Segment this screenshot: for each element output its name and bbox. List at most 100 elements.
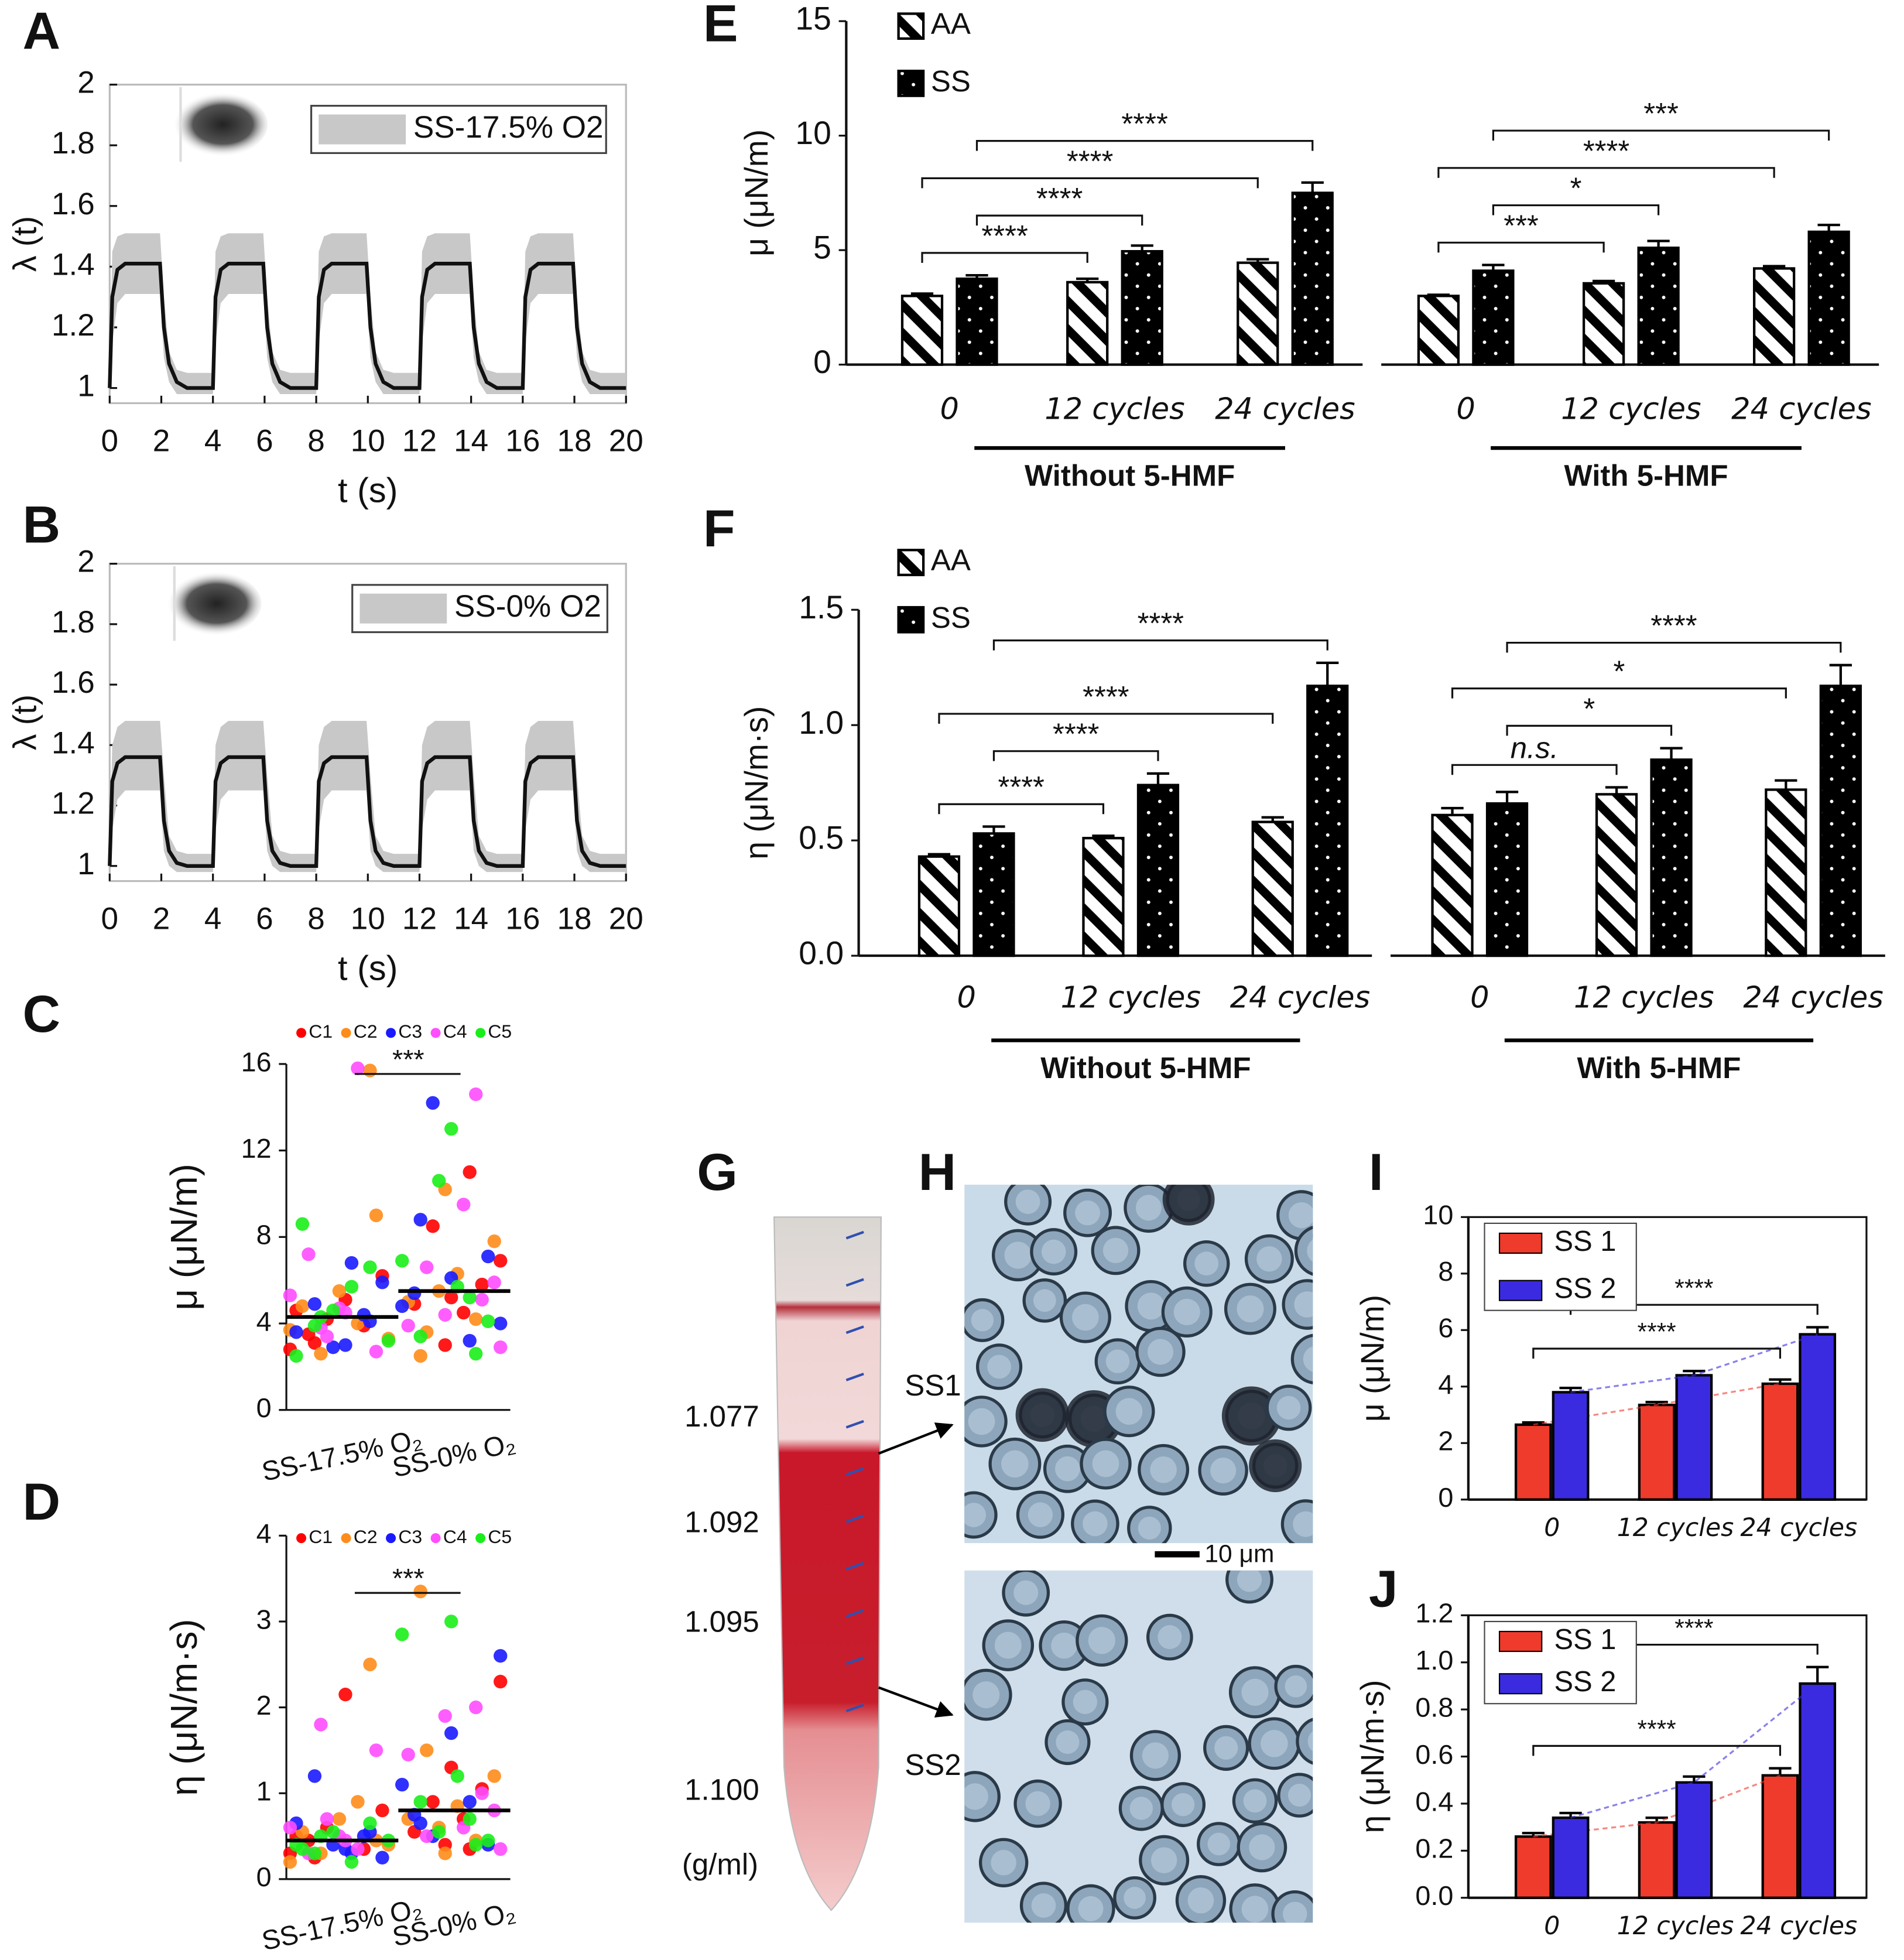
legend-swatch (897, 70, 925, 97)
significance-label: n.s. (1511, 731, 1559, 764)
error-bar (1660, 747, 1683, 760)
x-tick-label: 12 cycles (1617, 1912, 1734, 1941)
y-tick-label: 3 (256, 1604, 272, 1634)
legend-label: AA (931, 543, 971, 577)
cell-center (1142, 1742, 1169, 1769)
cell-center (1033, 1289, 1056, 1312)
point (283, 1821, 297, 1835)
y-axis-label: λ (t) (7, 695, 43, 750)
cell-center (1241, 1896, 1269, 1923)
x-tick-label: 12 (402, 902, 437, 936)
significance-label: **** (998, 770, 1045, 803)
y-tick-label: 6 (1438, 1313, 1453, 1343)
bar (1431, 813, 1474, 957)
bar (1251, 820, 1294, 957)
cell-center (1187, 1887, 1214, 1914)
x-tick-label: 24 cycles (1731, 392, 1872, 426)
point (407, 1286, 422, 1301)
y-axis-label: η (μN/m·s) (1354, 1680, 1391, 1834)
x-tick-label: 16 (505, 902, 540, 936)
point (469, 1087, 483, 1102)
error-bar (1647, 240, 1670, 248)
trend-line (1533, 1774, 1781, 1838)
legend-label: SS 2 (1554, 1666, 1617, 1698)
point (307, 1336, 322, 1350)
graduation (845, 1704, 864, 1712)
legend-marker (386, 1533, 396, 1544)
x-tick-label: 2 (153, 902, 170, 936)
y-tick-label: 16 (241, 1046, 272, 1077)
point (395, 1299, 409, 1313)
x-tick-label: 4 (204, 424, 222, 459)
point (463, 1795, 477, 1809)
bar (900, 295, 944, 366)
point (413, 1584, 427, 1599)
point (326, 1304, 340, 1318)
bar (1807, 230, 1850, 366)
point (469, 1838, 483, 1852)
point (420, 1829, 434, 1843)
cell-center (1013, 1580, 1039, 1605)
point (332, 1284, 347, 1298)
point (463, 1291, 477, 1305)
legend-label: C2 (354, 1526, 378, 1547)
y-axis-label: μ (μN/m) (1354, 1295, 1391, 1422)
point (307, 1769, 322, 1783)
legend-marker (296, 1028, 307, 1038)
cell-center (1138, 1516, 1161, 1540)
point (487, 1769, 501, 1783)
error-bar (1806, 1326, 1829, 1335)
cell-center (1129, 1797, 1153, 1820)
legend-label: C5 (488, 1021, 512, 1042)
cell-center (1243, 1789, 1267, 1813)
line (108, 755, 626, 868)
graduation (845, 1562, 864, 1571)
bar (1291, 191, 1334, 366)
x-tick-label: 12 cycles (1574, 980, 1714, 1015)
significance-label: **** (1674, 1614, 1713, 1642)
significance-bracket (1506, 724, 1673, 736)
point (344, 1280, 359, 1294)
error-bar (1301, 181, 1324, 193)
cell-center (1025, 1791, 1050, 1817)
graduation (845, 1230, 864, 1240)
point (338, 1687, 352, 1702)
error-bar (927, 853, 951, 857)
line (108, 262, 626, 390)
point (351, 1795, 365, 1809)
legend-marker (430, 1028, 441, 1038)
bar (1637, 247, 1680, 366)
point (438, 1308, 452, 1322)
cell-center (968, 1408, 995, 1435)
legend-label: AA (931, 7, 971, 40)
x-tick-label: 0 (940, 392, 959, 426)
significance-label: **** (1083, 680, 1129, 713)
legend-swatch (359, 593, 447, 624)
y-axis-label: η (μN/m·s) (163, 1619, 205, 1795)
cell-center (1056, 1730, 1080, 1754)
cell-center (1276, 1395, 1301, 1420)
legend-label: SS-17.5% O2 (413, 110, 604, 145)
point (302, 1247, 316, 1261)
significance-bracket (992, 750, 1159, 761)
significance-bracket (938, 713, 1274, 724)
bar (917, 855, 961, 957)
significance-bracket (921, 177, 1259, 189)
bar (1799, 1682, 1837, 1899)
x-tick-label: 14 (454, 424, 488, 459)
y-tick-label: 0.8 (1415, 1692, 1453, 1722)
bar (1753, 267, 1796, 366)
error-bar (1769, 1378, 1792, 1384)
y-tick-label: 1 (256, 1776, 272, 1807)
significance-bracket (992, 639, 1328, 651)
bar (1675, 1374, 1713, 1501)
y-tick-label: 1.6 (52, 665, 95, 700)
y-axis-label: μ (μN/m) (738, 129, 775, 256)
graduation (845, 1373, 864, 1381)
point (401, 1319, 415, 1333)
x-tick-label: 6 (256, 902, 273, 936)
cell-image (168, 92, 268, 157)
bar (1082, 837, 1125, 957)
y-tick-label: 0.0 (799, 935, 844, 972)
bar (1675, 1781, 1713, 1899)
